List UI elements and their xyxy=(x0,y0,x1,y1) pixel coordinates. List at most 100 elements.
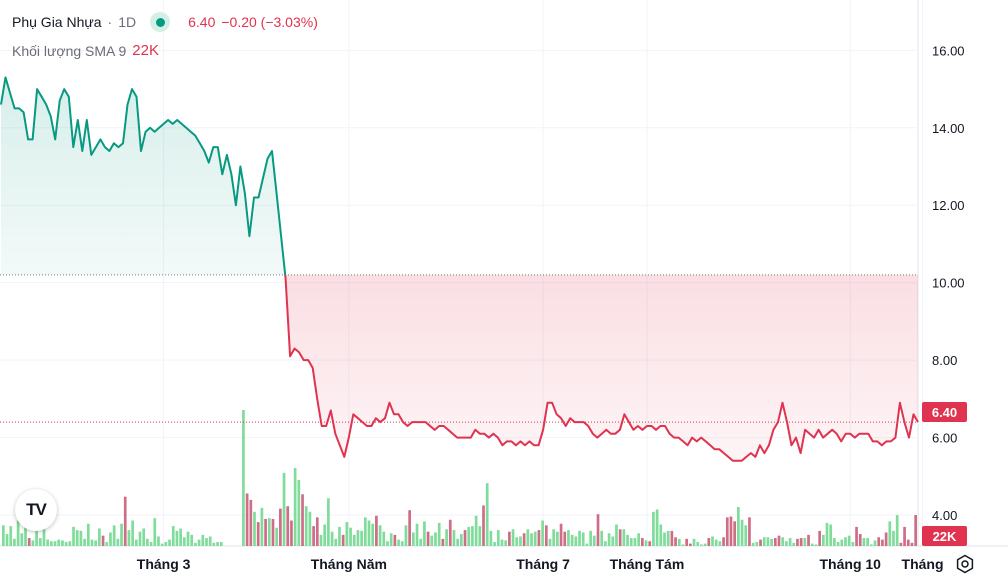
volume-bar xyxy=(397,539,400,546)
volume-bar xyxy=(840,539,844,546)
volume-bar xyxy=(171,526,175,546)
volume-bar xyxy=(341,534,345,546)
volume-bar xyxy=(286,506,290,546)
volume-bar xyxy=(755,542,759,546)
volume-bar xyxy=(297,479,301,546)
volume-bar xyxy=(190,534,194,546)
price-axis[interactable]: 4.00 6.00 8.00 10.00 12.00 14.00 16.00 xyxy=(932,43,965,523)
volume-bar xyxy=(899,542,903,546)
volume-bar xyxy=(622,529,626,546)
interval-label[interactable]: 1D xyxy=(118,14,137,30)
volume-bar xyxy=(604,541,607,546)
volume-bar xyxy=(707,538,711,546)
volume-bar xyxy=(685,538,688,546)
volume-bar xyxy=(105,542,109,546)
volume-bar xyxy=(677,538,681,546)
volume-bar xyxy=(50,541,53,546)
volume-bars xyxy=(2,410,917,546)
volume-bar xyxy=(655,509,659,546)
volume-bar xyxy=(530,533,533,546)
volume-bar xyxy=(430,535,434,546)
y-tick-label: 14.00 xyxy=(932,121,965,136)
volume-bar xyxy=(537,530,541,546)
volume-bar xyxy=(157,536,160,546)
volume-bar xyxy=(5,534,9,546)
volume-badge-text: 22K xyxy=(933,529,957,544)
volume-bar xyxy=(201,534,205,546)
volume-bar xyxy=(615,524,618,546)
volume-bar xyxy=(94,540,98,546)
legend-volume: Khối lượng SMA 9 22K xyxy=(12,42,159,59)
volume-bar xyxy=(644,540,648,546)
volume-bar xyxy=(482,505,485,546)
volume-bar xyxy=(567,530,570,546)
volume-bar xyxy=(729,516,733,546)
volume-bar xyxy=(216,542,219,546)
volume-bar xyxy=(773,538,777,546)
x-tick-label: Tháng 10 xyxy=(820,556,882,572)
symbol-name[interactable]: Phụ Gia Nhựa xyxy=(12,14,102,30)
volume-bar xyxy=(212,542,216,546)
volume-bar xyxy=(781,537,785,546)
volume-bar xyxy=(330,531,334,546)
y-tick-label: 10.00 xyxy=(932,276,965,291)
y-tick-label: 16.00 xyxy=(932,43,965,58)
volume-bar xyxy=(892,530,895,546)
volume-bar xyxy=(31,540,35,546)
volume-bar xyxy=(338,526,341,546)
volume-bar xyxy=(423,521,426,546)
volume-bar xyxy=(389,533,393,546)
volume-bar xyxy=(149,542,153,546)
volume-bar xyxy=(319,534,323,546)
volume-bar xyxy=(559,523,563,546)
volume-bar xyxy=(803,538,807,546)
volume-bar xyxy=(363,517,367,546)
volume-bar xyxy=(408,510,411,546)
volume-bar xyxy=(733,521,737,546)
volume-bar xyxy=(371,523,375,546)
tradingview-logo-icon[interactable]: TV xyxy=(15,489,57,531)
volume-indicator-label[interactable]: Khối lượng SMA 9 xyxy=(12,42,127,59)
market-status-icon[interactable] xyxy=(150,12,171,32)
volume-bar xyxy=(79,530,83,546)
gear-icon[interactable] xyxy=(955,554,975,574)
volume-bar xyxy=(256,522,260,546)
volume-bar xyxy=(61,540,64,546)
volume-bar xyxy=(700,544,703,546)
volume-bar xyxy=(245,493,249,546)
volume-bar xyxy=(718,541,722,546)
volume-bar xyxy=(873,540,877,546)
volume-bar xyxy=(164,542,168,546)
volume-bar xyxy=(352,534,356,546)
volume-bar xyxy=(829,524,833,546)
volume-bar xyxy=(275,527,279,546)
volume-bar xyxy=(253,511,256,546)
volume-bar xyxy=(493,542,496,546)
volume-bar xyxy=(526,529,530,546)
volume-bar xyxy=(903,526,906,546)
volume-bar xyxy=(109,532,112,546)
axis-badges: 6.40 22K xyxy=(922,402,967,546)
volume-bar xyxy=(35,521,38,546)
x-tick-label: Tháng xyxy=(902,556,944,572)
volume-bar xyxy=(799,538,803,546)
volume-bar xyxy=(293,468,297,546)
volume-bar xyxy=(552,529,556,546)
volume-bar xyxy=(533,531,537,546)
volume-bar xyxy=(308,511,312,546)
line-up-segment xyxy=(0,76,287,276)
volume-bar xyxy=(415,523,419,546)
volume-bar xyxy=(810,543,814,546)
volume-bar xyxy=(670,530,674,546)
time-axis[interactable]: Tháng 3 Tháng Năm Tháng 7 Tháng Tám Tháng 10… xyxy=(137,556,944,572)
volume-bar xyxy=(611,536,615,546)
volume-bar xyxy=(640,538,644,546)
volume-bar xyxy=(134,539,138,546)
volume-bar xyxy=(637,533,640,546)
volume-bar xyxy=(722,537,725,546)
volume-bar xyxy=(426,531,430,546)
volume-bar xyxy=(578,530,581,546)
volume-bar xyxy=(463,530,467,546)
volume-bar xyxy=(821,534,825,546)
